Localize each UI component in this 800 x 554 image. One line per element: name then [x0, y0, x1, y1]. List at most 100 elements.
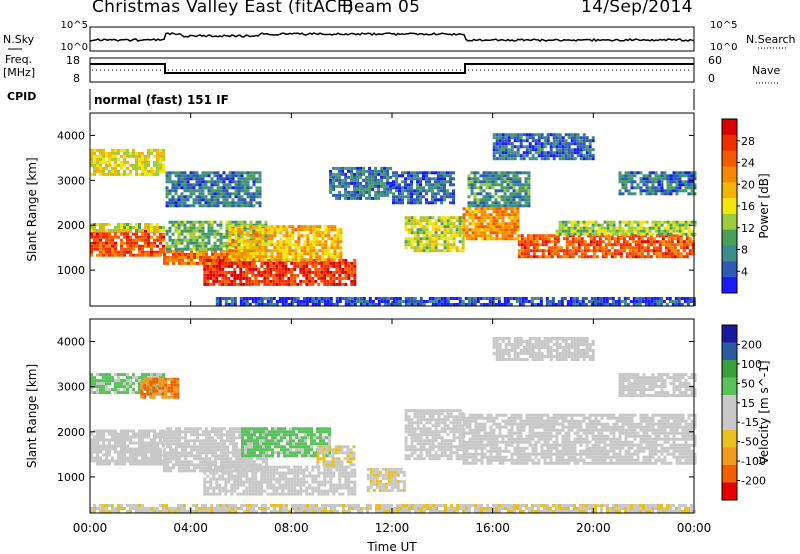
colorbar-segment	[722, 465, 737, 483]
colorbar-segment	[722, 134, 737, 152]
y-tick-label: 1000	[57, 264, 85, 277]
velocity-region-12	[90, 504, 696, 513]
velocity-region-0	[90, 429, 165, 466]
cpid-label: CPID	[7, 90, 36, 103]
power-region-8	[329, 166, 393, 200]
power-region-9	[404, 216, 465, 253]
colorbar-segment	[722, 277, 737, 294]
power-region-14	[555, 220, 697, 236]
colorbar-tick-label: -100	[741, 455, 766, 468]
colorbar-tick-label: 12	[741, 222, 755, 235]
power-region-1	[90, 223, 165, 232]
freq-tick-low: 8	[73, 72, 80, 85]
power-region-10	[392, 171, 455, 205]
colorbar-segment	[722, 395, 737, 413]
colorbar-tick-label: 4	[741, 265, 748, 278]
x-axis-label: Time UT	[366, 540, 417, 554]
nsky-trace	[89, 32, 695, 42]
nsky-tick-low: 10^0	[61, 42, 88, 53]
colorbar-segment	[722, 430, 737, 448]
colorbar-tick-label: -50	[741, 436, 759, 449]
colorbar-tick-label: 28	[741, 135, 755, 148]
nsearch-tick-low: 10^0	[710, 42, 737, 53]
power-frame	[89, 112, 695, 307]
y-tick-label: 4000	[57, 336, 85, 349]
colorbar-segment	[722, 325, 737, 343]
power-region-13	[517, 234, 695, 259]
y-axis-label: Slant Range [km]	[25, 157, 39, 261]
colorbar-tick-label: 100	[741, 358, 762, 371]
x-tick-label: 08:00	[274, 521, 309, 535]
colorbar-frame	[721, 324, 738, 501]
x-tick-label: 00:00	[73, 521, 108, 535]
y-tick-label: 2000	[57, 426, 85, 439]
colorbar-segment	[722, 412, 737, 431]
nsky-tick-high: 10^5	[61, 20, 88, 31]
colorbar-label: Velocity [m s^-1]	[757, 360, 771, 464]
colorbar-segment	[722, 150, 737, 167]
y-tick-label: 4000	[57, 129, 85, 142]
y-axis-label: Slant Range [km]	[25, 364, 39, 468]
velocity-region-8	[404, 409, 465, 461]
velocity-region-10	[492, 337, 595, 361]
colorbar-segment	[722, 342, 737, 361]
y-tick-label: 2000	[57, 219, 85, 232]
nave-tick-low: 0	[708, 72, 715, 85]
colorbar-tick-label: 20	[741, 178, 755, 191]
power-region-15	[492, 133, 595, 161]
velocity-region-7	[366, 467, 406, 492]
nsearch-tick-high: 10^5	[710, 20, 737, 31]
colorbar-segment	[722, 182, 737, 199]
colorbar-segment	[722, 377, 737, 396]
freq-unit-label: [MHz]	[3, 66, 35, 79]
colorbar-tick-label: -200	[741, 475, 766, 488]
colorbar-segment	[722, 213, 737, 231]
velocity-panel	[90, 337, 697, 513]
colorbar-segment	[722, 447, 737, 466]
nsky-label: N.Sky	[3, 33, 35, 46]
colorbar-segment	[722, 482, 737, 501]
x-tick-label: 04:00	[173, 521, 208, 535]
x-tick-label: 16:00	[475, 521, 510, 535]
colorbar-segment	[722, 229, 737, 246]
power-region-16	[618, 171, 697, 196]
y-tick-label: 3000	[57, 381, 85, 394]
colorbar-tick-label: 15	[741, 397, 755, 410]
colorbar-tick-label: 8	[741, 244, 748, 257]
colorbar-segment	[722, 245, 737, 262]
nsearch-label: N.Search	[746, 33, 796, 46]
velocity-region-5	[241, 427, 331, 458]
velocity-region-4	[203, 465, 357, 496]
y-tick-label: 1000	[57, 471, 85, 484]
colorbar-label: Power [dB]	[757, 173, 771, 238]
freq-trace	[90, 63, 694, 74]
power-panel	[90, 133, 697, 306]
velocity-region-2	[140, 377, 180, 399]
colorbar-segment	[722, 119, 737, 136]
x-tick-label: 12:00	[375, 521, 410, 535]
nsky-frame	[89, 26, 695, 52]
colorbar-segment	[722, 261, 737, 278]
power-region-5	[165, 171, 262, 208]
colorbar-segment	[722, 198, 737, 215]
colorbar-segment	[722, 166, 737, 183]
colorbar-tick-label: -15	[741, 416, 759, 429]
freq-frame	[89, 57, 695, 83]
velocity-region-11	[618, 373, 697, 398]
freq-label: Freq.	[5, 53, 32, 66]
colorbar-tick-label: 24	[741, 157, 755, 170]
colorbar-tick-label: 50	[741, 377, 755, 390]
power-region-2	[90, 148, 165, 176]
velocity-region-6	[316, 445, 356, 467]
power-region-12	[467, 171, 531, 208]
power-region-17	[215, 297, 696, 306]
colorbar-tick-label: 16	[741, 200, 755, 213]
x-tick-label: 00:00	[677, 521, 712, 535]
y-tick-label: 3000	[57, 174, 85, 187]
freq-tick-high: 18	[66, 54, 80, 67]
power-region-7	[228, 225, 343, 262]
power-region-6	[203, 258, 357, 286]
